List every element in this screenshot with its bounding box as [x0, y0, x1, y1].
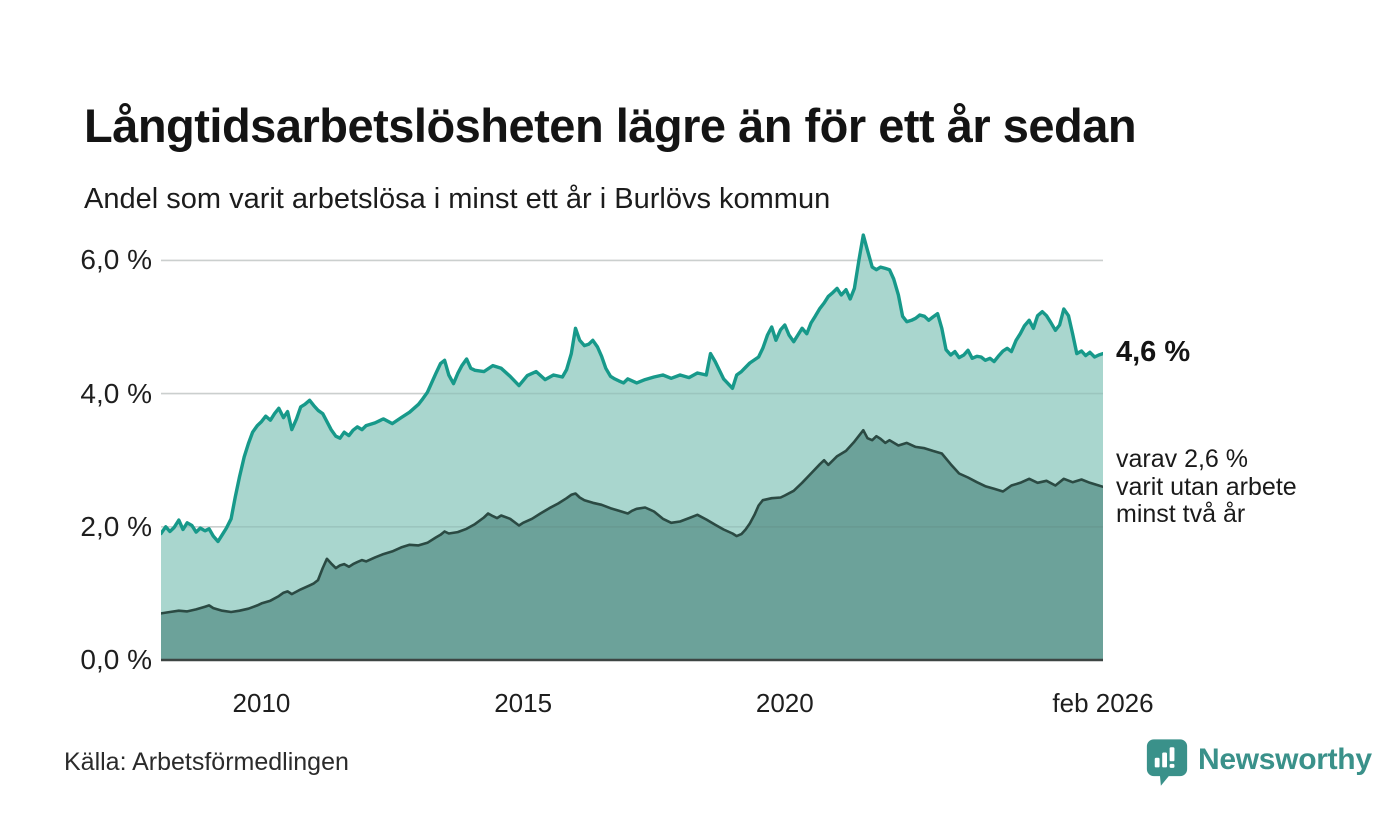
- two-year-annotation-line1: varav 2,6 %: [1116, 445, 1249, 473]
- page-title: Långtidsarbetslösheten lägre än för ett …: [84, 99, 1137, 153]
- area-chart: [161, 230, 1103, 662]
- y-tick-label: 0,0 %: [80, 644, 152, 675]
- x-tick-label: 2015: [494, 688, 553, 718]
- y-tick-label: 2,0 %: [80, 510, 152, 542]
- source-note: Källa: Arbetsförmedlingen: [64, 748, 349, 776]
- page-subtitle: Andel som varit arbetslösa i minst ett å…: [84, 183, 831, 215]
- newsworthy-logo-text: Newsworthy: [1198, 743, 1372, 776]
- x-tick-label: feb 2026: [1052, 688, 1154, 718]
- newsworthy-bubble-chart-icon: [1146, 739, 1188, 786]
- newsworthy-logo: Newsworthy: [1146, 738, 1372, 788]
- latest-value-label: 4,6 %: [1116, 336, 1191, 368]
- y-tick-label: 4,0 %: [80, 377, 152, 409]
- two-year-annotation-line3: minst två år: [1116, 500, 1246, 528]
- x-tick-label: 2020: [755, 688, 814, 718]
- two-year-annotation-line2: varit utan arbete: [1116, 472, 1297, 501]
- area-chart-svg: [161, 233, 1103, 662]
- two-year-annotation: varav 2,6 % varit utan arbete minst två …: [1116, 445, 1297, 529]
- x-tick-label: 2010: [232, 688, 291, 718]
- y-tick-label: 6,0 %: [80, 244, 152, 276]
